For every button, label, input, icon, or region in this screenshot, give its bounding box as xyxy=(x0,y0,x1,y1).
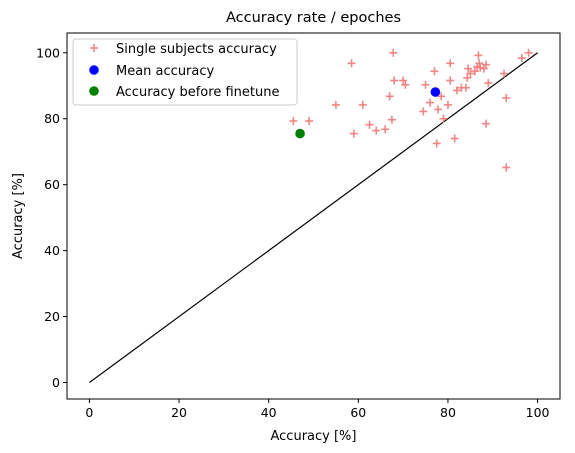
chart-title: Accuracy rate / epoches xyxy=(226,10,401,26)
data-point-subject-46 xyxy=(524,48,533,57)
data-point-subject-6 xyxy=(365,120,374,129)
data-point-mean xyxy=(430,87,441,97)
x-tick-label: 80 xyxy=(440,405,456,420)
plot-area xyxy=(89,48,538,383)
data-point-subject-41 xyxy=(484,79,493,88)
legend-markers xyxy=(89,44,99,96)
reference-line xyxy=(89,52,538,383)
legend-marker-single-subjects xyxy=(90,44,98,52)
y-tick-label: 20 xyxy=(44,309,60,324)
data-point-subject-4 xyxy=(349,129,358,138)
data-point-subject-11 xyxy=(389,48,398,57)
data-point-subject-45 xyxy=(517,54,526,63)
data-point-subject-35 xyxy=(474,51,483,60)
legend-label-single-subjects: Single subjects accuracy xyxy=(116,42,277,57)
plot-frame xyxy=(66,32,561,400)
data-point-subject-26 xyxy=(450,134,459,143)
data-point-subject-5 xyxy=(358,100,367,109)
data-point-subject-2 xyxy=(331,100,340,109)
data-point-subject-19 xyxy=(432,139,441,148)
y-tick-label: 0 xyxy=(52,375,60,390)
x-axis: 0 20 40 60 80 100 xyxy=(85,399,550,420)
data-point-subject-14 xyxy=(401,80,410,89)
data-point-subject-17 xyxy=(426,98,435,107)
legend-frame xyxy=(72,38,298,106)
data-point-subject-37 xyxy=(476,63,485,72)
data-point-subject-7 xyxy=(372,126,381,135)
data-point-subject-1 xyxy=(305,117,314,126)
data-point-subject-9 xyxy=(385,92,394,101)
x-tick-label: 100 xyxy=(526,405,550,420)
y-tick-label: 80 xyxy=(44,111,60,126)
data-point-subject-40 xyxy=(482,119,491,128)
x-axis-label: Accuracy [%] xyxy=(271,429,357,444)
x-tick-label: 60 xyxy=(350,405,366,420)
legend: Single subjects accuracy Mean accuracy A… xyxy=(72,38,298,106)
y-tick-label: 40 xyxy=(44,243,60,258)
data-point-subject-31 xyxy=(464,64,473,73)
data-point-subject-42 xyxy=(499,69,508,78)
data-point-subject-25 xyxy=(446,59,455,68)
data-point-subject-22 xyxy=(439,114,448,123)
data-point-subject-30 xyxy=(463,73,472,82)
data-point-subject-10 xyxy=(387,115,396,124)
data-point-subject-33 xyxy=(470,67,479,76)
x-tick-label: 0 xyxy=(85,405,93,420)
legend-label-before-finetune: Accuracy before finetune xyxy=(116,85,279,100)
data-point-subject-3 xyxy=(347,59,356,68)
data-point-subject-16 xyxy=(421,80,430,89)
data-point-subject-8 xyxy=(381,125,390,134)
data-point-subject-13 xyxy=(399,76,408,85)
x-tick-label: 20 xyxy=(171,405,187,420)
data-point-subject-20 xyxy=(434,105,443,114)
y-tick-label: 60 xyxy=(44,177,60,192)
data-point-before-finetune xyxy=(295,128,305,139)
data-point-subject-23 xyxy=(443,100,452,109)
data-point-subject-36 xyxy=(475,59,484,68)
data-point-subject-39 xyxy=(482,60,491,69)
data-point-subject-12 xyxy=(390,76,399,85)
data-point-subject-15 xyxy=(419,107,428,116)
y-tick-label: 100 xyxy=(36,45,60,60)
y-axis-label: Accuracy [%] xyxy=(11,173,26,259)
legend-label-mean-accuracy: Mean accuracy xyxy=(116,64,215,79)
data-point-subject-0 xyxy=(289,117,298,126)
data-point-subject-44 xyxy=(502,163,511,172)
data-point-subject-18 xyxy=(430,67,439,76)
data-point-subject-32 xyxy=(466,69,475,78)
x-tick-label: 40 xyxy=(261,405,277,420)
data-point-subject-21 xyxy=(437,92,446,101)
data-point-subject-27 xyxy=(452,86,461,95)
legend-marker-before-finetune xyxy=(89,86,99,96)
y-axis: 0 20 40 60 80 100 xyxy=(36,45,67,390)
data-point-subject-29 xyxy=(461,83,470,92)
data-point-subject-43 xyxy=(502,93,511,102)
legend-marker-mean-accuracy xyxy=(89,65,99,75)
data-point-subject-24 xyxy=(446,76,455,85)
